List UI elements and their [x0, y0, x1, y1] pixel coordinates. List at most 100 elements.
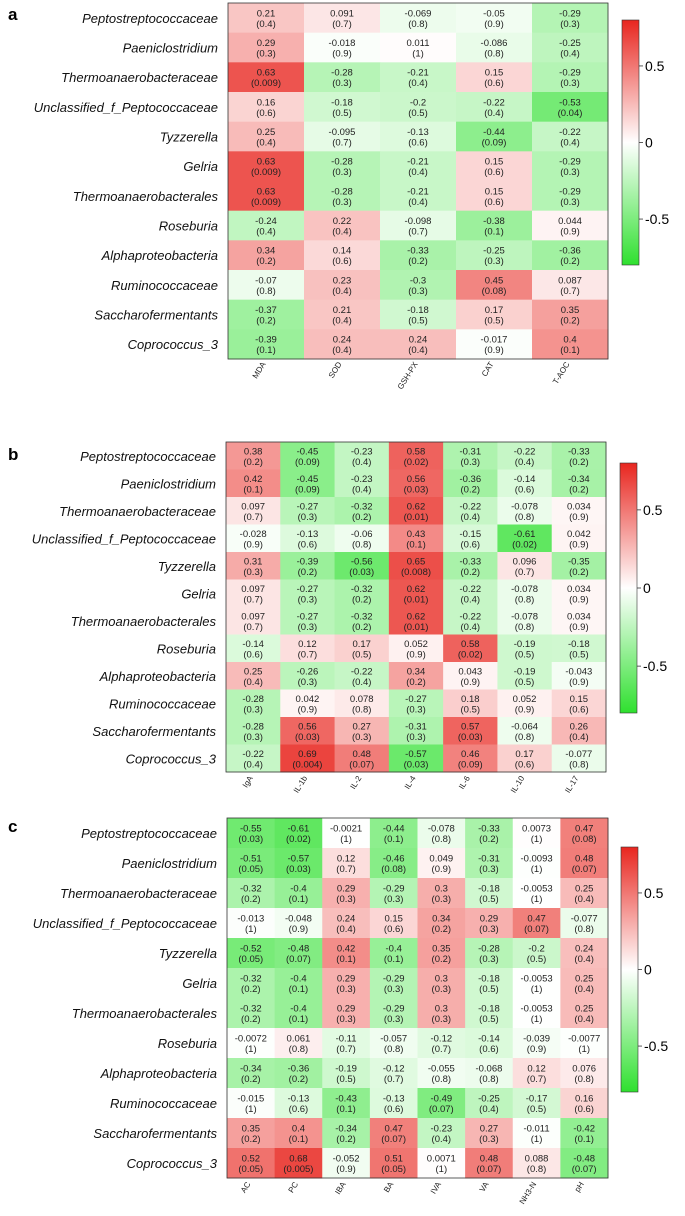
cell-pvalue: (0.5) [527, 1104, 547, 1115]
cell-pvalue: (0.4) [461, 622, 481, 633]
cell-coefficient: 0.58 [461, 639, 480, 650]
cell-coefficient: 0.27 [480, 1124, 499, 1135]
cell-coefficient: -0.34 [568, 474, 590, 485]
heatmap-cell [380, 210, 457, 241]
heatmap-cell [334, 552, 390, 580]
heatmap-cell [334, 607, 390, 635]
cell-pvalue: (0.8) [574, 1074, 594, 1085]
cell-coefficient: -0.44 [483, 127, 505, 138]
row-label: Ruminococcaceae [109, 696, 216, 711]
cell-pvalue: (0.03) [238, 834, 263, 845]
cell-pvalue: (0.4) [461, 594, 481, 605]
cell-coefficient: 0.034 [567, 584, 591, 595]
cell-pvalue: (0.3) [408, 286, 428, 297]
cell-pvalue: (0.05) [238, 1164, 263, 1175]
cell-pvalue: (1) [531, 1014, 543, 1025]
cell-coefficient: -0.61 [514, 529, 536, 540]
cell-coefficient: 0.088 [525, 1154, 549, 1165]
heatmap-cell [380, 151, 457, 182]
cell-coefficient: -0.22 [514, 446, 536, 457]
heatmap-cell [532, 329, 609, 360]
heatmap-cell [304, 151, 381, 182]
heatmap-cell [497, 524, 553, 553]
cell-coefficient: -0.27 [297, 501, 319, 512]
cell-pvalue: (0.2) [432, 924, 452, 935]
cell-pvalue: (1) [245, 1044, 257, 1055]
heatmap-cell [551, 552, 607, 580]
cell-pvalue: (0.8) [515, 594, 535, 605]
cell-pvalue: (0.9) [569, 677, 589, 688]
heatmap-cell [227, 1088, 276, 1119]
cell-coefficient: -0.11 [336, 1034, 357, 1045]
heatmap-cell [532, 3, 609, 34]
cell-coefficient: -0.33 [459, 556, 481, 567]
cell-coefficient: 0.42 [337, 944, 356, 955]
column-label: T-AOC [551, 360, 572, 386]
cell-pvalue: (0.3) [298, 594, 318, 605]
cell-coefficient: -0.028 [240, 529, 267, 540]
cell-pvalue: (0.2) [298, 567, 318, 578]
heatmap-cell [274, 968, 323, 999]
heatmap-cell [280, 524, 336, 553]
row-label: Tyzzerella [159, 946, 217, 961]
cell-pvalue: (0.5) [515, 677, 535, 688]
heatmap-cell [512, 818, 561, 849]
cell-pvalue: (0.3) [484, 256, 504, 267]
cell-coefficient: 0.34 [257, 246, 276, 257]
heatmap-cell [443, 579, 498, 608]
cell-coefficient: -0.043 [565, 666, 592, 677]
cell-coefficient: 0.34 [407, 666, 426, 677]
cell-pvalue: (0.7) [560, 286, 580, 297]
cell-pvalue: (0.1) [289, 1014, 309, 1025]
heatmap-cell [322, 848, 371, 879]
cell-pvalue: (0.3) [479, 954, 499, 965]
row-label: Paeniclostridium [122, 856, 218, 871]
cell-pvalue: (0.4) [461, 512, 481, 523]
cell-pvalue: (0.4) [569, 732, 589, 743]
cell-pvalue: (0.02) [512, 539, 537, 550]
cell-pvalue: (0.3) [298, 512, 318, 523]
heatmap-cell [369, 1088, 418, 1119]
row-label: Coprococcus_3 [126, 751, 217, 766]
cell-pvalue: (0.3) [432, 1014, 452, 1025]
column-label: NH3-N [518, 1180, 539, 1206]
heatmap-cell [280, 579, 336, 608]
panel-label-b: b [8, 445, 18, 464]
cell-coefficient: 0.0073 [522, 824, 551, 835]
row-label: Paeniclostridium [121, 476, 217, 491]
cell-coefficient: -0.23 [430, 1124, 452, 1135]
heatmap-cell [456, 121, 533, 152]
cell-pvalue: (0.4) [574, 984, 594, 995]
row-label: Thermoanaerobacterales [71, 614, 217, 629]
cell-pvalue: (0.7) [336, 1044, 356, 1055]
heatmap-cell [497, 552, 553, 580]
heatmap-cell [334, 662, 390, 690]
cell-pvalue: (0.08) [381, 864, 406, 875]
heatmap-cell [369, 908, 418, 939]
cell-coefficient: -0.077 [565, 749, 592, 760]
cell-coefficient: -0.05 [483, 8, 505, 19]
heatmap-cell [456, 329, 533, 360]
cell-coefficient: -0.4 [290, 884, 306, 895]
cell-coefficient: -0.32 [240, 884, 262, 895]
cell-pvalue: (0.3) [336, 1014, 356, 1025]
cell-coefficient: 0.15 [485, 157, 504, 168]
cell-pvalue: (0.4) [574, 954, 594, 965]
cell-pvalue: (0.07) [477, 1164, 502, 1175]
cell-pvalue: (0.02) [404, 457, 429, 468]
cell-pvalue: (0.03) [295, 732, 320, 743]
cell-coefficient: -0.4 [386, 944, 402, 955]
heatmap-cell [322, 968, 371, 999]
cell-coefficient: 0.34 [432, 914, 451, 925]
cell-coefficient: 0.087 [558, 275, 582, 286]
heatmap-cell [560, 1028, 609, 1059]
cell-coefficient: 0.43 [407, 529, 426, 540]
heatmap-cell [497, 442, 553, 470]
heatmap-cell [456, 240, 533, 271]
cell-coefficient: 0.29 [337, 1004, 356, 1015]
heatmap-cell [380, 32, 457, 63]
heatmap-cell [388, 469, 444, 498]
colorbar [620, 846, 639, 1093]
heatmap-cell [532, 62, 609, 93]
cell-pvalue: (0.2) [461, 567, 481, 578]
